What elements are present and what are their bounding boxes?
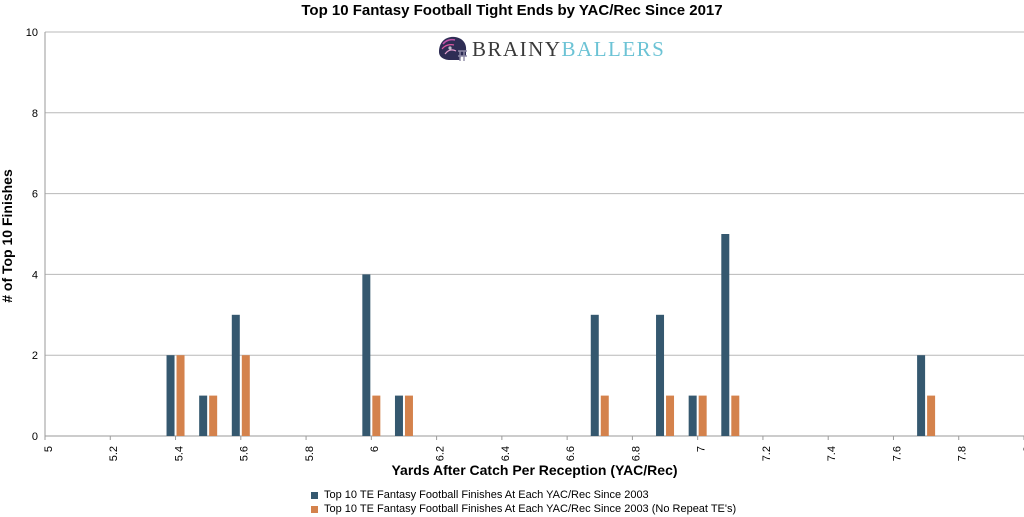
legend-item-all-finishes: Top 10 TE Fantasy Football Finishes At E… (311, 488, 736, 502)
x-tick-label: 6.6 (565, 446, 577, 461)
x-tick-label: 6.8 (630, 446, 642, 461)
legend-swatch (311, 491, 318, 499)
x-tick-label: 7.6 (891, 446, 903, 461)
chart-title: Top 10 Fantasy Football Tight Ends by YA… (301, 2, 723, 19)
bar-all-finishes (688, 395, 697, 436)
x-tick-label: 7 (696, 446, 708, 452)
bar-no-repeat (372, 395, 381, 436)
x-tick-label: 8 (1022, 446, 1024, 452)
bar-no-repeat (600, 395, 609, 436)
bar-no-repeat (209, 395, 218, 436)
brainy-ballers-logo: BRAINY BALLERS (436, 34, 665, 64)
y-tick-label: 10 (26, 27, 38, 39)
bar-no-repeat (666, 395, 675, 436)
x-axis-title: Yards After Catch Per Reception (YAC/Rec… (391, 462, 678, 478)
bar-all-finishes (721, 234, 730, 436)
bar-no-repeat (176, 355, 185, 436)
x-tick-label: 7.8 (957, 446, 969, 461)
logo-word-ballers: BALLERS (561, 36, 666, 61)
bar-no-repeat (927, 395, 936, 436)
y-tick-label: 8 (32, 108, 38, 120)
legend-item-no-repeat: Top 10 TE Fantasy Football Finishes At E… (311, 502, 736, 516)
x-tick-label: 5.8 (304, 446, 316, 461)
y-tick-label: 2 (32, 350, 38, 362)
bar-all-finishes (199, 395, 208, 436)
x-tick-label: 6.2 (435, 446, 447, 461)
legend-label: Top 10 TE Fantasy Football Finishes At E… (324, 489, 649, 501)
x-tick-label: 7.4 (826, 446, 838, 461)
legend-label: Top 10 TE Fantasy Football Finishes At E… (324, 503, 737, 515)
bar-all-finishes (590, 314, 599, 436)
bar-all-finishes (362, 274, 371, 436)
helmet-icon (439, 36, 467, 61)
y-axis-title: # of Top 10 Finishes (0, 169, 15, 303)
y-tick-label: 0 (32, 431, 38, 443)
legend-swatch (311, 505, 318, 513)
x-tick-label: 6 (369, 446, 381, 452)
legend: Top 10 TE Fantasy Football Finishes At E… (311, 488, 736, 516)
bar-no-repeat (731, 395, 740, 436)
x-tick-label: 5.2 (108, 446, 120, 461)
bar-all-finishes (917, 355, 926, 436)
x-tick-label: 5 (43, 446, 55, 452)
y-tick-label: 4 (32, 269, 38, 281)
x-tick-label: 7.2 (761, 446, 773, 461)
x-tick-label: 6.4 (500, 446, 512, 461)
bar-all-finishes (394, 395, 403, 436)
bar-all-finishes (166, 355, 175, 436)
bar-no-repeat (698, 395, 707, 436)
x-tick-label: 5.4 (173, 446, 185, 461)
bar-no-repeat (241, 355, 250, 436)
bar-all-finishes (656, 314, 665, 436)
bar-all-finishes (231, 314, 240, 436)
y-tick-label: 6 (32, 189, 38, 201)
x-tick-label: 5.6 (239, 446, 251, 461)
bar-no-repeat (404, 395, 413, 436)
logo-word-brainy: BRAINY (472, 36, 562, 61)
